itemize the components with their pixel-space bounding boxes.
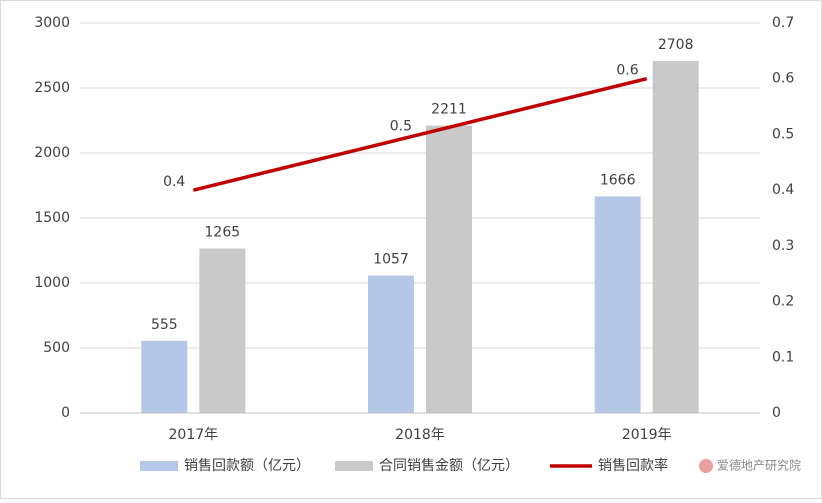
y2-tick-label: 0.1 [772, 349, 794, 365]
legend-swatch [140, 461, 178, 471]
bar [199, 248, 246, 413]
data-label: 0.6 [616, 63, 638, 79]
data-label: 2708 [658, 37, 694, 53]
legend-label: 销售回款率 [598, 457, 668, 474]
y-tick-label: 1500 [34, 210, 70, 226]
line-series [192, 77, 648, 192]
y-tick-label: 2000 [34, 145, 70, 161]
watermark: 爱德地产研究院 [717, 458, 801, 473]
y-tick-label: 3000 [34, 15, 70, 31]
data-label: 555 [151, 317, 178, 333]
data-label: 1666 [600, 172, 636, 188]
bar [594, 196, 641, 413]
y-tick-label: 0 [61, 405, 70, 421]
data-label: 0.5 [390, 118, 412, 134]
x-tick-label: 2018年 [395, 427, 445, 443]
bar [141, 340, 188, 413]
y2-tick-label: 0.7 [772, 15, 794, 31]
y2-tick-label: 0.2 [772, 294, 794, 310]
y2-tick-label: 0.4 [772, 182, 794, 198]
legend-label: 销售回款额（亿元） [184, 458, 310, 474]
x-tick-label: 2019年 [622, 427, 672, 443]
y2-tick-label: 0.3 [772, 238, 794, 254]
y-tick-label: 1000 [34, 275, 70, 291]
legend-swatch [335, 461, 373, 471]
data-label: 2211 [431, 102, 467, 118]
y2-tick-label: 0.5 [772, 126, 794, 142]
bar [368, 275, 414, 413]
data-label: 1057 [373, 252, 409, 268]
x-tick-label: 2017年 [169, 427, 219, 443]
legend-label: 合同销售金额（亿元） [379, 458, 519, 474]
y2-tick-label: 0.6 [772, 71, 794, 87]
data-label: 0.4 [163, 174, 185, 190]
bar [652, 60, 699, 414]
watermark-icon [699, 459, 713, 473]
y-tick-label: 2500 [34, 80, 70, 96]
y2-tick-label: 0 [772, 405, 781, 421]
bar [426, 125, 472, 413]
y-tick-label: 500 [43, 340, 70, 356]
data-label: 1265 [205, 225, 241, 241]
